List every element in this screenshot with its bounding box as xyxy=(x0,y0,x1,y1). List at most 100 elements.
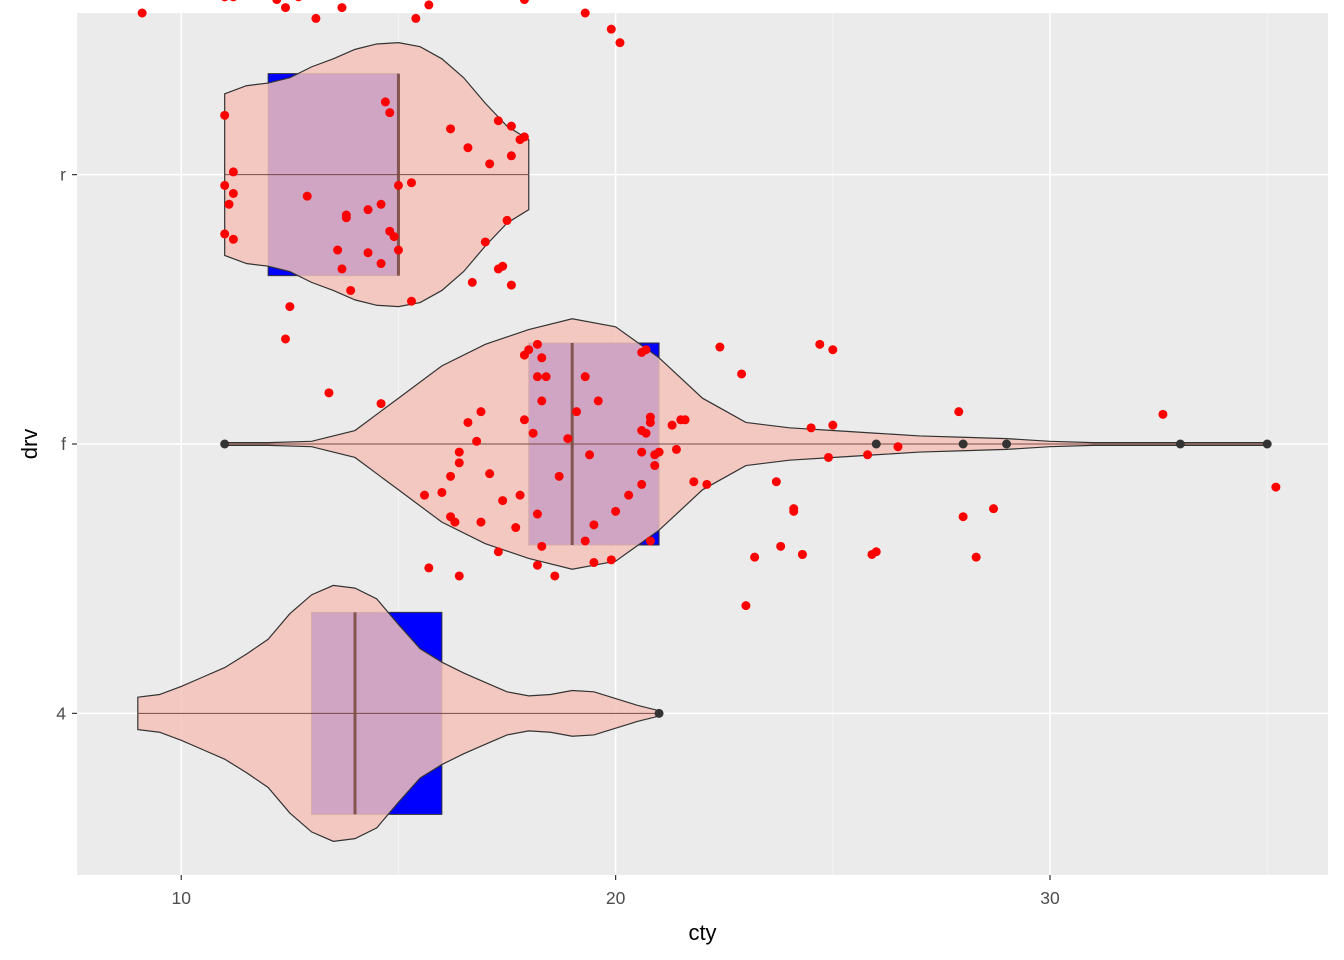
jitter-point xyxy=(424,563,434,573)
outlier-point xyxy=(871,439,881,449)
x-tick-label: 30 xyxy=(1040,888,1060,908)
jitter-point xyxy=(493,547,503,557)
jitter-point xyxy=(589,520,599,530)
jitter-point xyxy=(823,452,833,462)
jitter-point xyxy=(689,477,699,487)
jitter-point xyxy=(224,199,234,209)
jitter-point xyxy=(828,345,838,355)
jitter-point xyxy=(311,13,321,23)
jitter-point xyxy=(467,277,477,287)
jitter-point xyxy=(971,552,981,562)
jitter-point xyxy=(806,423,816,433)
jitter-point xyxy=(476,407,486,417)
jitter-point xyxy=(393,245,403,255)
jitter-point xyxy=(454,458,464,468)
jitter-point xyxy=(776,541,786,551)
jitter-point xyxy=(624,490,634,500)
jitter-point xyxy=(737,369,747,379)
jitter-point xyxy=(463,143,473,153)
jitter-point xyxy=(228,234,238,244)
x-tick-label: 10 xyxy=(172,888,192,908)
jitter-point xyxy=(493,116,503,126)
outlier-point xyxy=(1002,439,1012,449)
jitter-point xyxy=(376,399,386,409)
jitter-point xyxy=(454,571,464,581)
jitter-point xyxy=(637,447,647,457)
x-tick-label: 20 xyxy=(606,888,626,908)
jitter-point xyxy=(893,442,903,452)
jitter-point xyxy=(797,549,807,559)
jitter-point xyxy=(519,350,529,360)
jitter-point xyxy=(446,471,456,481)
jitter-point xyxy=(532,339,542,349)
jitter-point xyxy=(611,506,621,516)
jitter-point xyxy=(281,334,290,344)
jitter-point xyxy=(580,372,590,382)
jitter-point xyxy=(346,285,356,295)
jitter-point xyxy=(137,8,147,18)
jitter-point xyxy=(789,504,799,514)
jitter-point xyxy=(580,536,590,546)
jitter-point xyxy=(593,396,603,406)
jitter-point xyxy=(485,469,495,479)
jitter-point xyxy=(641,345,651,355)
jitter-point xyxy=(324,388,334,398)
jitter-point xyxy=(341,213,351,223)
y-tick-label: 4 xyxy=(56,703,66,723)
jitter-point xyxy=(550,571,560,581)
jitter-point xyxy=(506,121,516,131)
jitter-point xyxy=(272,0,282,5)
x-axis: 10 20 30 xyxy=(172,875,1060,908)
jitter-point xyxy=(463,417,473,427)
jitter-point xyxy=(337,3,347,13)
jitter-point xyxy=(519,0,529,5)
jitter-point xyxy=(541,372,551,382)
jitter-point xyxy=(406,296,416,306)
jitter-point xyxy=(702,479,712,489)
jitter-point xyxy=(519,415,529,425)
jitter-point xyxy=(446,124,456,134)
jitter-point xyxy=(295,0,302,2)
jitter-point xyxy=(220,110,230,120)
jitter-point xyxy=(671,444,681,454)
jitter-point xyxy=(511,523,521,533)
jitter-point xyxy=(650,461,660,471)
jitter-point xyxy=(867,549,877,559)
jitter-point xyxy=(828,420,838,430)
outlier-point xyxy=(1175,439,1185,449)
jitter-point xyxy=(863,450,873,460)
jitter-point xyxy=(285,302,295,312)
jitter-point xyxy=(667,420,677,430)
jitter-point xyxy=(589,558,599,568)
jitter-point xyxy=(528,428,538,438)
jitter-point xyxy=(563,434,573,444)
jitter-point xyxy=(676,415,686,425)
jitter-point xyxy=(472,436,482,446)
outlier-point xyxy=(1262,439,1272,449)
jitter-point xyxy=(741,601,751,611)
jitter-point xyxy=(532,509,542,519)
jitter-point xyxy=(606,24,616,34)
jitter-point xyxy=(537,396,547,406)
jitter-point xyxy=(302,191,312,201)
jitter-point xyxy=(515,490,525,500)
jitter-point xyxy=(1271,482,1281,492)
jitter-point xyxy=(606,555,616,565)
jitter-point xyxy=(989,504,999,514)
jitter-point xyxy=(454,447,464,457)
jitter-point xyxy=(420,490,429,500)
jitter-point xyxy=(437,487,447,497)
jitter-point xyxy=(333,245,343,255)
jitter-point xyxy=(281,3,290,13)
outlier-point xyxy=(654,708,664,718)
jitter-point xyxy=(637,479,647,489)
y-tick-label: r xyxy=(60,165,66,185)
jitter-point xyxy=(406,178,416,188)
jitter-point xyxy=(645,536,655,546)
jitter-point xyxy=(498,261,508,271)
outlier-point xyxy=(958,439,968,449)
jitter-point xyxy=(715,342,725,352)
jitter-point xyxy=(615,38,625,48)
jitter-point xyxy=(750,552,760,562)
